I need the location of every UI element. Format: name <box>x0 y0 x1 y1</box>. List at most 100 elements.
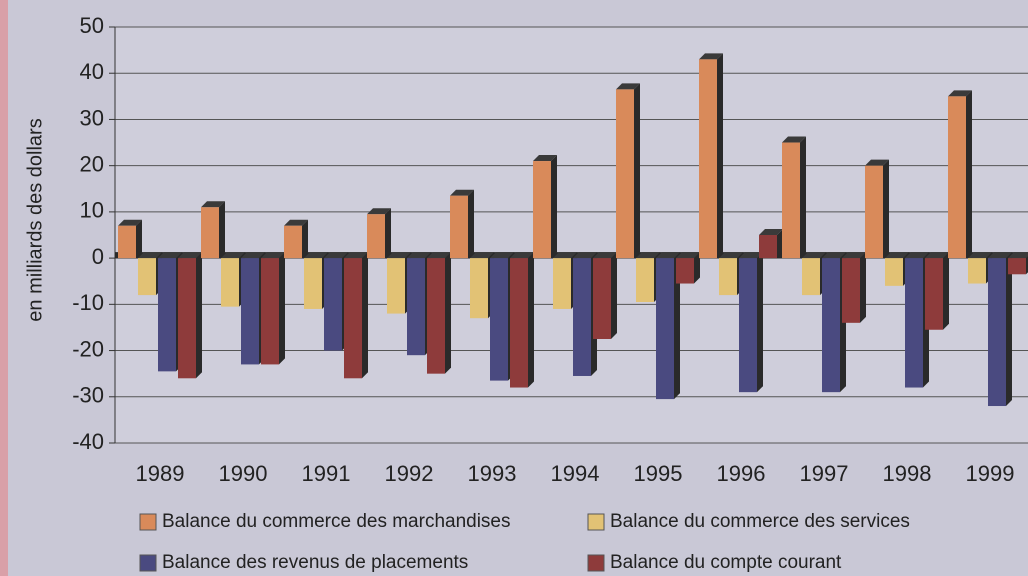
bar <box>822 258 840 393</box>
bar-side <box>445 252 451 374</box>
bar-top <box>719 252 743 259</box>
bar <box>304 258 322 309</box>
bar-top <box>387 252 411 259</box>
bar-side <box>883 159 889 259</box>
bar-top <box>988 252 1012 259</box>
bar <box>490 258 508 381</box>
bar-top <box>178 252 202 259</box>
bar-side <box>136 219 142 259</box>
x-tick-label: 1998 <box>883 461 932 486</box>
bar-top <box>470 252 494 259</box>
legend-label: Balance du commerce des services <box>610 511 910 532</box>
bar-top <box>553 252 577 259</box>
bar <box>573 258 591 376</box>
bar-side <box>634 83 640 259</box>
bar <box>656 258 674 400</box>
bar <box>201 207 219 259</box>
x-tick-label: 1990 <box>219 461 268 486</box>
bar-top <box>676 252 700 259</box>
bar-top <box>925 252 949 259</box>
x-tick-label: 1992 <box>385 461 434 486</box>
y-tick-label: 20 <box>80 151 104 176</box>
bar-side <box>800 136 806 259</box>
bar-top <box>782 136 806 143</box>
bar <box>988 258 1006 407</box>
bar-top <box>344 252 368 259</box>
bar <box>1008 258 1026 275</box>
bar <box>118 225 136 259</box>
y-tick-label: 30 <box>80 105 104 130</box>
bar <box>344 258 362 379</box>
x-tick-label: 1996 <box>717 461 766 486</box>
bar-top <box>407 252 431 259</box>
bar-top <box>1008 252 1028 259</box>
bar-top <box>450 189 474 196</box>
bar-side <box>196 252 202 379</box>
bar <box>284 225 302 259</box>
bar-top <box>221 252 245 259</box>
y-tick-label: 50 <box>80 13 104 38</box>
bar <box>553 258 571 309</box>
y-tick-label: 40 <box>80 59 104 84</box>
legend-label: Balance des revenus de placements <box>162 552 468 573</box>
bar-top <box>510 252 534 259</box>
bar-side <box>1006 252 1012 407</box>
bar <box>138 258 156 296</box>
bar-top <box>968 252 992 259</box>
bar <box>676 258 694 284</box>
y-tick-label: -30 <box>72 383 104 408</box>
bar-side <box>219 201 225 259</box>
x-tick-label: 1999 <box>966 461 1015 486</box>
bar-side <box>674 252 680 400</box>
bar-top <box>573 252 597 259</box>
bar <box>427 258 445 374</box>
bar-top <box>802 252 826 259</box>
bar-side <box>966 90 972 259</box>
y-tick-label: -40 <box>72 429 104 454</box>
legend-swatch <box>139 513 157 531</box>
bar <box>533 161 551 259</box>
bar <box>367 214 385 259</box>
bar-top <box>656 252 680 259</box>
bar-top <box>138 252 162 259</box>
bar <box>470 258 488 319</box>
bar-side <box>279 252 285 365</box>
legend-swatch <box>139 554 157 572</box>
bar <box>865 165 883 259</box>
bar-top <box>865 159 889 166</box>
x-tick-label: 1993 <box>468 461 517 486</box>
bar-top <box>616 83 640 90</box>
legend-swatch <box>587 554 605 572</box>
bar <box>719 258 737 296</box>
bar <box>241 258 259 365</box>
bar-side <box>551 155 557 259</box>
bar-top <box>284 219 308 226</box>
bar <box>407 258 425 356</box>
bar-top <box>759 229 783 235</box>
bar-top <box>490 252 514 259</box>
bar-top <box>739 252 763 259</box>
bar-top <box>822 252 846 259</box>
x-tick-label: 1994 <box>551 461 600 486</box>
bar-top <box>905 252 929 259</box>
bar-top <box>699 53 723 60</box>
bar-side <box>717 53 723 259</box>
bar <box>324 258 342 351</box>
bar <box>968 258 986 284</box>
bar <box>739 258 757 393</box>
bar <box>802 258 820 296</box>
bar-top <box>593 252 617 259</box>
bar-side <box>528 252 534 388</box>
bar <box>782 142 800 259</box>
bar <box>948 96 966 259</box>
bar-top <box>842 252 866 259</box>
bar <box>450 195 468 259</box>
bar <box>616 89 634 259</box>
bar <box>158 258 176 372</box>
bar-side <box>468 189 474 259</box>
bar-side <box>694 252 700 284</box>
bar-top <box>948 90 972 97</box>
bar-top <box>885 252 909 259</box>
